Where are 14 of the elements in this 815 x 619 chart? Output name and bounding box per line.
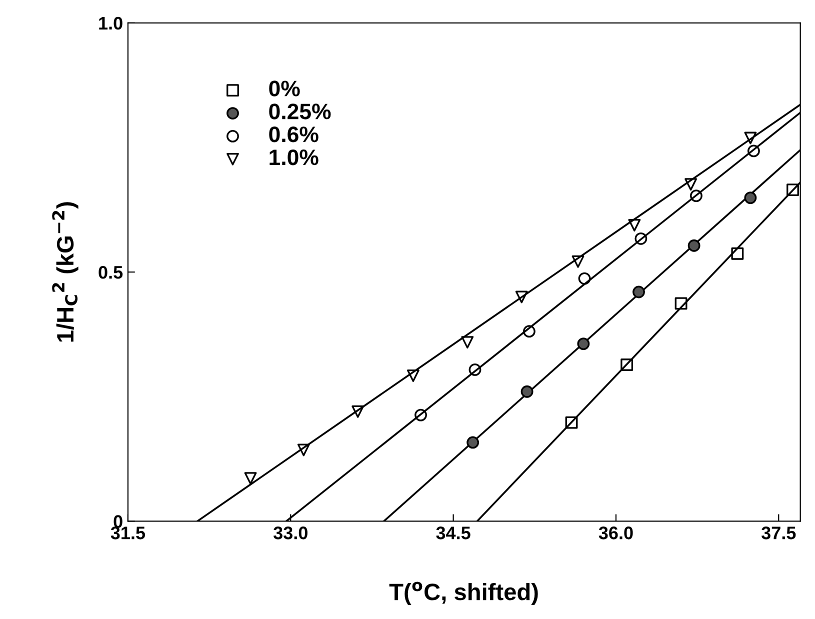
x-tick-label: 31.5 bbox=[110, 526, 146, 540]
y-tick-label: 0 bbox=[114, 515, 122, 528]
x-tick-label: 37.5 bbox=[761, 526, 796, 540]
x-axis-title: T($^{o}$C, shifted) bbox=[389, 582, 538, 605]
y-tick-label: 1.0 bbox=[99, 16, 122, 30]
x-tick-label: 36.0 bbox=[598, 526, 633, 540]
legend-label: 0.25% bbox=[269, 104, 331, 120]
y-tick-label: 0.5 bbox=[98, 266, 123, 279]
legend-label: 0.6% bbox=[269, 126, 318, 142]
x-tick-label: 34.5 bbox=[436, 526, 470, 540]
legend-label: 1.0% bbox=[270, 149, 318, 166]
x-tick-label: 33.0 bbox=[273, 526, 308, 540]
legend-label: 0% bbox=[269, 80, 300, 96]
y-axis-title: 1/H$_{C}$$^{2}$ (kG$^{−2}$) bbox=[52, 202, 78, 342]
